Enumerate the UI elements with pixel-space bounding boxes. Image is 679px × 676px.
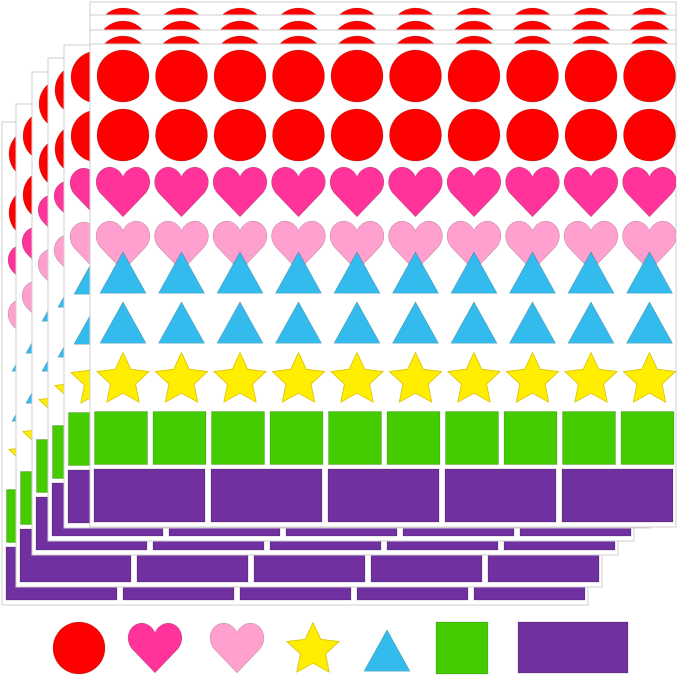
green-square-sticker: [386, 411, 441, 465]
red-circle-sticker: [447, 49, 501, 103]
green-square-sticker: [620, 411, 675, 465]
legend-red-circle: [52, 621, 106, 675]
red-circle-sticker: [506, 49, 559, 103]
blue-triangle-sticker: [625, 251, 674, 294]
red-circle-sticker: [389, 49, 442, 103]
hot-pink-heart-sticker: [212, 166, 268, 218]
hot-pink-heart-sticker: [563, 166, 619, 218]
yellow-star-sticker: [505, 352, 560, 403]
red-circle-sticker: [623, 49, 676, 103]
sticker-grid: [93, 49, 676, 523]
green-square-sticker: [328, 411, 382, 465]
blue-triangle-sticker: [567, 301, 615, 344]
front-sticker-sheet: [89, 43, 677, 528]
purple-rectangle-sticker: [327, 468, 440, 523]
blue-triangle-sticker: [508, 251, 557, 294]
red-circle-sticker: [96, 49, 150, 103]
green-square-sticker: [94, 411, 148, 465]
purple-rectangle-sticker: [444, 468, 557, 523]
red-circle-sticker: [213, 49, 267, 103]
green-square-sticker: [562, 411, 616, 465]
red-circle-sticker: [272, 49, 325, 103]
blue-triangle-sticker: [157, 301, 206, 344]
red-circle-sticker: [447, 108, 501, 162]
green-square-sticker: [211, 411, 265, 465]
blue-triangle-sticker: [333, 251, 381, 294]
red-circle-sticker: [155, 108, 208, 162]
red-circle-sticker: [272, 108, 325, 162]
hot-pink-heart-sticker: [622, 166, 676, 218]
light-pink-heart-sticker: [563, 220, 619, 272]
blue-triangle-sticker: [508, 301, 557, 344]
legend-blue-triangle: [363, 629, 411, 672]
legend-light-pink-heart: [209, 622, 265, 674]
blue-triangle-sticker: [333, 301, 381, 344]
blue-triangle-sticker: [567, 251, 615, 294]
red-circle-sticker: [506, 108, 559, 162]
green-square-sticker: [503, 411, 558, 465]
red-circle-sticker: [96, 108, 150, 162]
hot-pink-heart-sticker: [329, 166, 385, 218]
yellow-star-sticker: [447, 352, 501, 403]
blue-triangle-sticker: [216, 251, 264, 294]
blue-triangle-sticker: [157, 251, 206, 294]
yellow-star-sticker: [564, 352, 618, 403]
red-circle-sticker: [623, 108, 676, 162]
yellow-star-sticker: [388, 352, 443, 403]
hot-pink-heart-sticker: [154, 166, 209, 218]
blue-triangle-sticker: [391, 251, 440, 294]
green-square-sticker: [445, 411, 499, 465]
green-square-sticker: [269, 411, 324, 465]
blue-triangle-sticker: [625, 301, 674, 344]
blue-triangle-sticker: [391, 301, 440, 344]
light-pink-heart-sticker: [622, 220, 676, 272]
hot-pink-heart-sticker: [446, 166, 502, 218]
hot-pink-heart-sticker: [271, 166, 326, 218]
red-circle-sticker: [155, 49, 208, 103]
light-pink-heart-sticker: [271, 220, 326, 272]
hot-pink-heart-sticker: [505, 166, 560, 218]
red-circle-sticker: [330, 49, 384, 103]
yellow-star-sticker: [213, 352, 267, 403]
blue-triangle-sticker: [450, 301, 498, 344]
yellow-star-sticker: [271, 352, 326, 403]
yellow-star-sticker: [622, 352, 676, 403]
blue-triangle-sticker: [99, 301, 147, 344]
shape-legend: [52, 621, 629, 675]
legend-purple-rectangle: [517, 621, 629, 674]
red-circle-sticker: [330, 108, 384, 162]
purple-rectangle-sticker: [93, 468, 206, 523]
sticker-sheet-stack: [1, 1, 677, 606]
yellow-star-sticker: [330, 352, 384, 403]
light-pink-heart-sticker: [212, 220, 268, 272]
red-circle-sticker: [564, 49, 618, 103]
red-circle-sticker: [564, 108, 618, 162]
purple-rectangle-sticker: [210, 468, 323, 523]
light-pink-heart-sticker: [329, 220, 385, 272]
legend-yellow-star: [286, 622, 340, 673]
light-pink-heart-sticker: [446, 220, 502, 272]
legend-green-square: [435, 621, 489, 675]
hot-pink-heart-sticker: [95, 166, 151, 218]
yellow-star-sticker: [154, 352, 209, 403]
blue-triangle-sticker: [450, 251, 498, 294]
yellow-star-sticker: [96, 352, 150, 403]
light-pink-heart-sticker: [505, 220, 560, 272]
blue-triangle-sticker: [216, 301, 264, 344]
light-pink-heart-sticker: [95, 220, 151, 272]
red-circle-sticker: [389, 108, 442, 162]
legend-hot-pink-heart: [127, 622, 183, 674]
blue-triangle-sticker: [99, 251, 147, 294]
light-pink-heart-sticker: [154, 220, 209, 272]
red-circle-sticker: [213, 108, 267, 162]
blue-triangle-sticker: [274, 251, 323, 294]
green-square-sticker: [152, 411, 207, 465]
hot-pink-heart-sticker: [388, 166, 443, 218]
light-pink-heart-sticker: [388, 220, 443, 272]
blue-triangle-sticker: [274, 301, 323, 344]
purple-rectangle-sticker: [561, 468, 674, 523]
